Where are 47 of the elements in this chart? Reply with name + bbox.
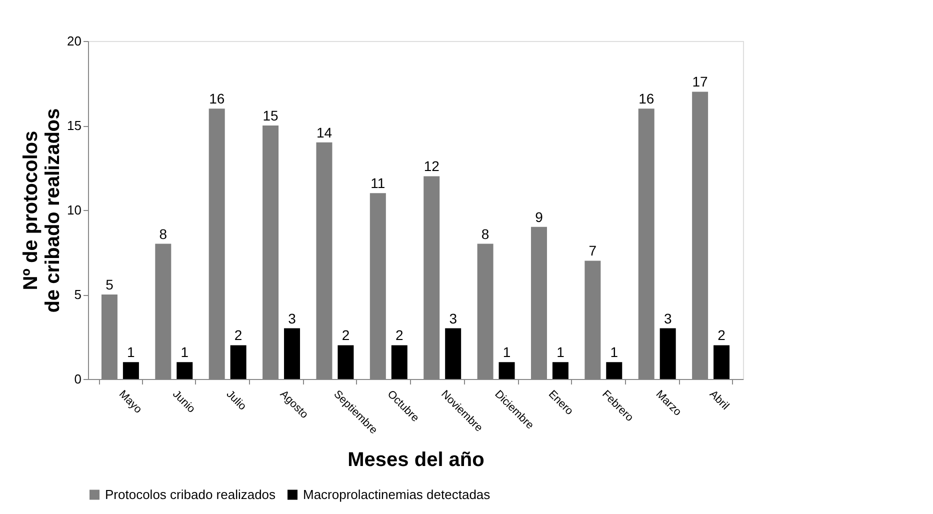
- x-tick-label: Julio: [224, 388, 248, 413]
- data-label: 1: [502, 344, 511, 360]
- data-label: 3: [449, 310, 458, 326]
- bar: [338, 345, 354, 379]
- bar: [230, 345, 246, 379]
- data-label: 11: [370, 175, 386, 192]
- data-label: 8: [159, 226, 168, 242]
- bar: [660, 328, 676, 379]
- y-axis-title: Nº de protocolos de cribado realizados: [20, 108, 64, 313]
- legend-label: Protocolos cribado realizados: [105, 486, 276, 502]
- data-label: 9: [535, 208, 544, 225]
- data-label: 1: [127, 344, 136, 360]
- y-tick-label: 5: [74, 287, 82, 302]
- data-label: 1: [610, 344, 618, 360]
- data-label: 5: [106, 276, 114, 292]
- data-label: 2: [342, 327, 350, 344]
- data-label: 1: [556, 344, 565, 360]
- data-label: 8: [481, 226, 490, 242]
- y-tick-label: 20: [67, 34, 82, 48]
- bar: [498, 362, 515, 379]
- x-tick-label: Abril: [707, 388, 732, 412]
- bar: [552, 362, 568, 379]
- data-label: 2: [718, 327, 726, 344]
- y-tick-label: 15: [67, 118, 82, 133]
- bar: [391, 345, 408, 379]
- y-tick-label: 0: [74, 372, 82, 386]
- y-tick-label: 10: [67, 202, 82, 218]
- data-label: 16: [209, 90, 225, 107]
- data-label: 3: [664, 310, 672, 326]
- bar: [445, 328, 462, 379]
- data-label: 12: [424, 158, 440, 174]
- data-label: 2: [234, 327, 242, 344]
- data-label: 1: [180, 344, 189, 360]
- data-label: 2: [395, 327, 404, 344]
- data-label: 7: [588, 242, 597, 259]
- data-label: 17: [692, 74, 708, 90]
- x-axis-title: Meses del año: [348, 448, 484, 471]
- data-label: 15: [262, 108, 279, 124]
- data-label: 16: [638, 90, 654, 107]
- legend-label: Macroprolactinemias detectadas: [303, 486, 491, 502]
- data-label: 3: [288, 310, 296, 326]
- bar: [606, 362, 622, 379]
- data-label: 14: [316, 124, 332, 140]
- bar: [122, 362, 139, 379]
- bar: [714, 345, 730, 379]
- bar: [176, 362, 193, 379]
- bar: [284, 328, 300, 379]
